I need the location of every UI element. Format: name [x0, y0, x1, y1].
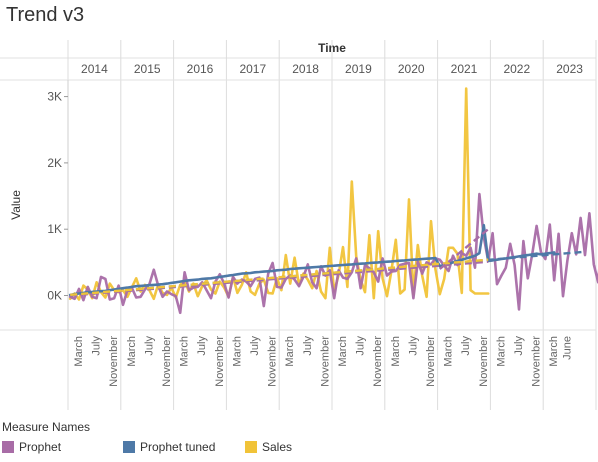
- month-label: July: [91, 336, 103, 356]
- month-label: November: [108, 336, 120, 387]
- legend-item-prophet[interactable]: Prophet: [2, 440, 61, 454]
- year-label-2018: 2018: [292, 62, 319, 76]
- year-label-2022: 2022: [503, 62, 530, 76]
- y-axis-title: Value: [9, 190, 23, 220]
- month-label: March: [179, 336, 191, 367]
- month-label: March: [126, 336, 138, 367]
- y-tick-label: 3K: [47, 90, 62, 104]
- trend-line-sales-trend: [70, 258, 489, 297]
- month-label: March: [443, 336, 455, 367]
- month-label: November: [531, 336, 543, 387]
- legend-item-sales[interactable]: Sales: [245, 440, 292, 454]
- year-label-2016: 2016: [187, 62, 214, 76]
- year-label-2023: 2023: [556, 62, 583, 76]
- legend-label-prophet: Prophet: [19, 440, 62, 454]
- month-label: July: [249, 336, 261, 356]
- month-label: July: [460, 336, 472, 356]
- month-label: March: [390, 336, 402, 367]
- year-label-2019: 2019: [345, 62, 372, 76]
- month-label: November: [372, 336, 384, 387]
- month-label: March: [231, 336, 243, 367]
- month-label: March: [284, 336, 296, 367]
- y-tick-label: 0K: [47, 289, 62, 303]
- month-label: March: [73, 336, 85, 367]
- month-label: June: [561, 336, 573, 360]
- month-label: November: [425, 336, 437, 387]
- y-tick-label: 2K: [47, 156, 62, 170]
- year-label-2015: 2015: [134, 62, 161, 76]
- month-label: November: [267, 336, 279, 387]
- month-label: March: [548, 336, 560, 367]
- y-tick-label: 1K: [47, 222, 62, 236]
- year-label-2017: 2017: [239, 62, 266, 76]
- month-label: November: [478, 336, 490, 387]
- month-label: July: [302, 336, 314, 356]
- year-label-2014: 2014: [81, 62, 108, 76]
- month-label: March: [337, 336, 349, 367]
- month-label: July: [407, 336, 419, 356]
- year-label-2021: 2021: [451, 62, 478, 76]
- legend-title: Measure Names: [2, 420, 91, 434]
- legend-swatch-sales: [245, 441, 257, 453]
- legend-label-prophet-tuned: Prophet tuned: [140, 440, 216, 454]
- month-label: July: [196, 336, 208, 356]
- month-label: November: [319, 336, 331, 387]
- month-label: July: [355, 336, 367, 356]
- month-label: July: [143, 336, 155, 356]
- series-line-prophet-tuned: [68, 223, 556, 297]
- page-title: Trend v3: [6, 4, 85, 26]
- month-label: November: [161, 336, 173, 387]
- month-label: March: [495, 336, 507, 367]
- legend-swatch-prophet: [2, 441, 14, 453]
- year-label-2020: 2020: [398, 62, 425, 76]
- legend-swatch-prophet-tuned: [123, 441, 135, 453]
- legend-item-prophet-tuned[interactable]: Prophet tuned: [123, 440, 215, 454]
- month-label: July: [513, 336, 525, 356]
- legend-label-sales: Sales: [262, 440, 293, 454]
- month-label: November: [214, 336, 226, 387]
